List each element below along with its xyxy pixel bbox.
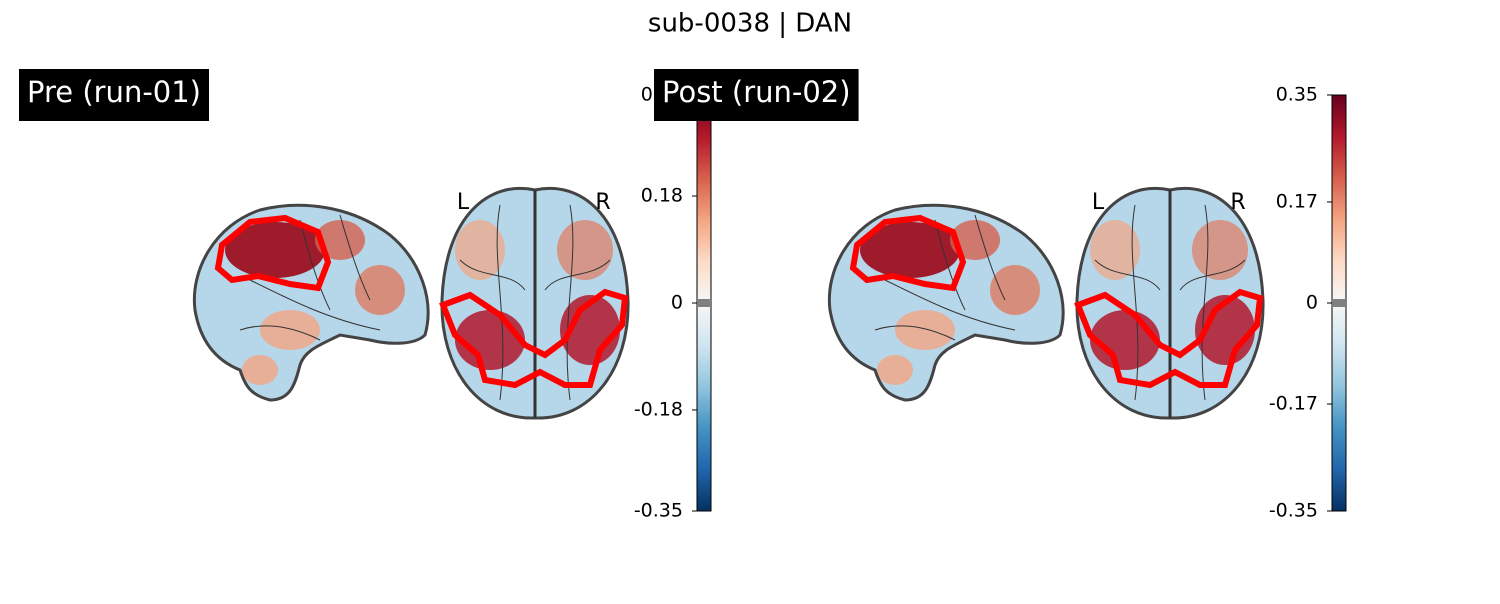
- colorbar-tick-label: 0.35: [1276, 84, 1318, 106]
- colorbar-tick-label: 0: [1306, 292, 1318, 314]
- threshold-band: [697, 299, 711, 307]
- panel-label-box: [654, 69, 859, 121]
- colorbar-tick-label: 0.17: [1276, 190, 1318, 212]
- orientation-label: L: [457, 190, 470, 215]
- colorbar-tick-label: 0: [671, 292, 683, 314]
- panel: Post (run-02) L R 0.35 0.17 0 -0.17 -0.35: [654, 69, 1347, 522]
- threshold-band: [1332, 299, 1346, 307]
- colorbar-tick-label: -0.18: [634, 398, 683, 420]
- colorbar-tick-label: -0.35: [634, 500, 683, 522]
- panel-label: Post (run-02): [662, 75, 851, 109]
- glass-brain: [829, 188, 1263, 418]
- colorbar-tick-label: 0.18: [641, 185, 683, 207]
- colorbar-tick-label: -0.17: [1269, 393, 1318, 415]
- colorbar-tick-label: -0.35: [1269, 500, 1318, 522]
- panel: Pre (run-01)LR0.350.180-0.18-0.35: [19, 69, 712, 522]
- figure-title: sub-0038 | DAN: [648, 9, 852, 39]
- orientation-label: R: [595, 190, 610, 215]
- orientation-label: L: [1092, 190, 1105, 215]
- panel-label-box: [19, 69, 209, 121]
- orientation-label: R: [1230, 190, 1245, 215]
- panel-label: Pre (run-01): [27, 75, 201, 109]
- glass-brain: [194, 188, 628, 418]
